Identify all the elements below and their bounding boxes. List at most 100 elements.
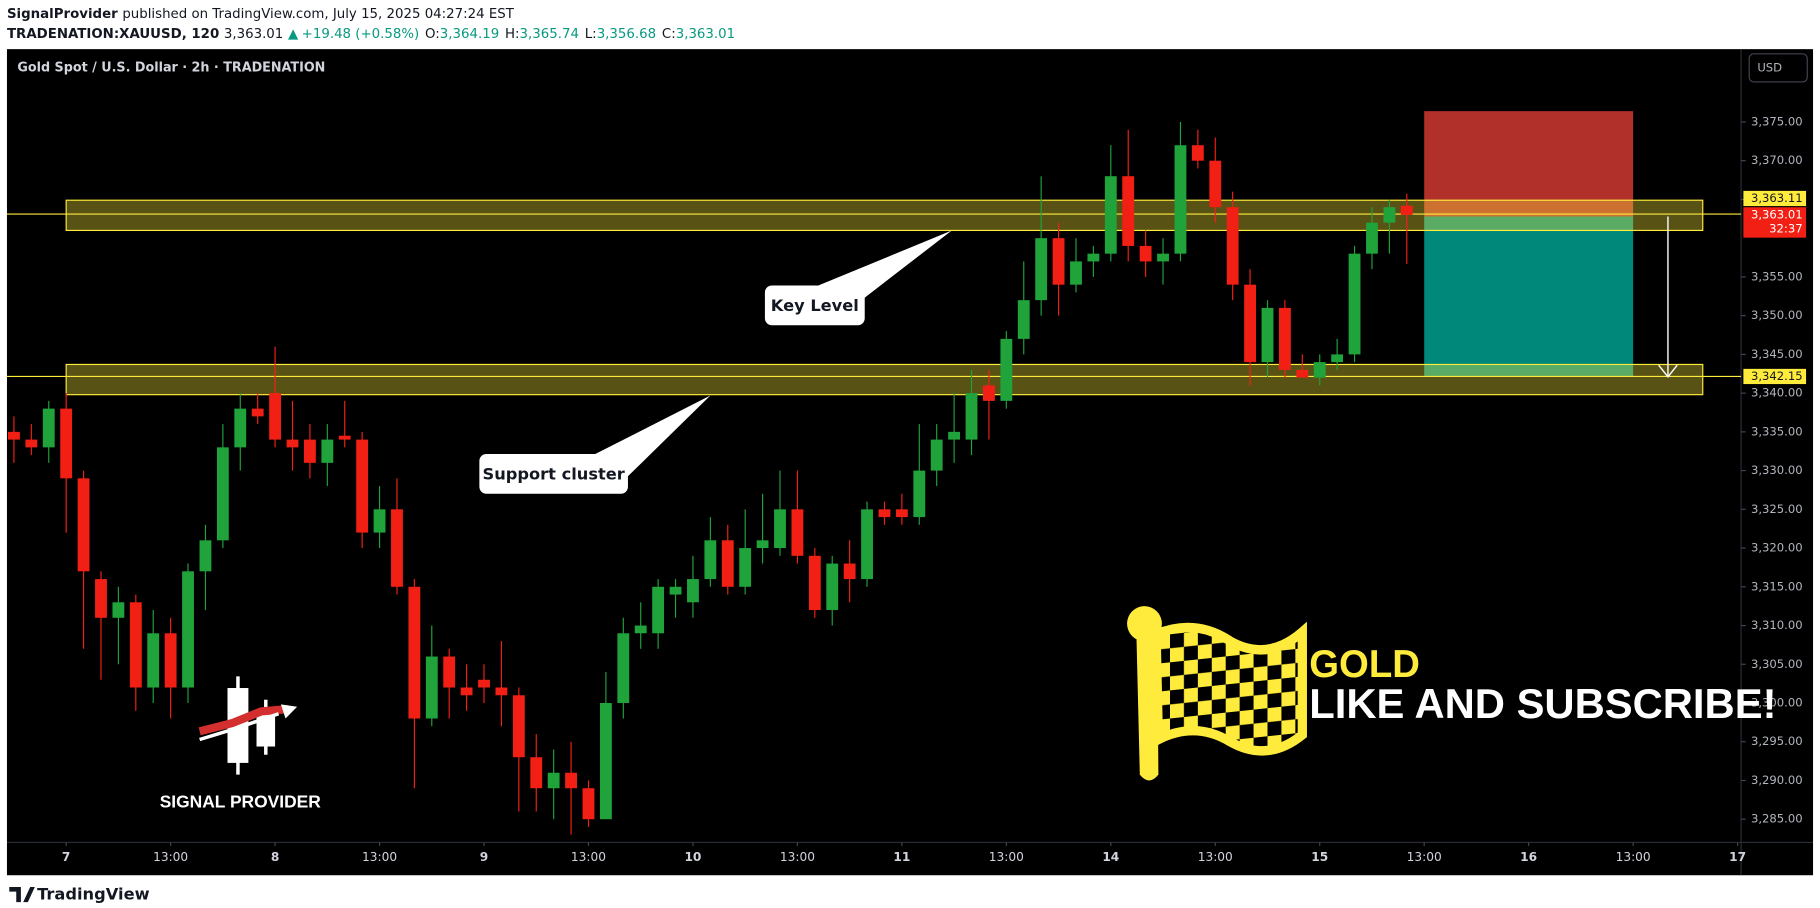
candle-body: [1226, 207, 1239, 285]
ohlc-label: O:: [425, 27, 440, 42]
x-tick-label: 16: [1520, 850, 1537, 864]
arrow-head: [1658, 364, 1678, 378]
x-tick-label: 13:00: [571, 850, 606, 864]
candle-body: [1070, 261, 1082, 285]
published: published on TradingView.com, July 15, 2…: [122, 7, 514, 22]
zone: [65, 199, 1704, 232]
y-tick-label: 3,285.00: [1751, 812, 1803, 826]
candle-body: [948, 431, 961, 440]
y-tick-label: 3,320.00: [1751, 541, 1803, 555]
candle-body: [983, 385, 995, 401]
ohlc-label: H:: [505, 27, 520, 42]
symbol: TRADENATION:XAUUSD, 120: [7, 27, 219, 42]
candle-body: [1191, 145, 1204, 161]
price-label-box: [1743, 190, 1807, 207]
callout: [479, 454, 628, 494]
cta: LIKE AND SUBSCRIBE!: [1309, 680, 1776, 727]
candle-body: [251, 408, 264, 417]
candle-body: [338, 435, 351, 440]
y-tick-label: 3,305.00: [1751, 657, 1803, 671]
ohlc-label: C:: [662, 27, 676, 42]
candle-body: [95, 579, 107, 618]
candle-body: [408, 586, 421, 719]
candle-body: [1035, 238, 1048, 301]
x-tick-label: 13:00: [1407, 850, 1442, 864]
candle-body: [565, 772, 577, 789]
candle-body: [1331, 354, 1344, 363]
author: SignalProvider: [7, 7, 118, 22]
candle-body: [1017, 300, 1030, 339]
zone: [65, 363, 1704, 396]
candle-body: [286, 439, 299, 448]
candle-body: [60, 408, 73, 479]
ohlc-value: 3,364.19: [440, 27, 499, 42]
plot: 3,285.00 3,290.00 3,295.00 3,300.00 3,305.00…: [6, 111, 1807, 864]
price-label: 3,342.15: [1751, 369, 1803, 383]
currency[interactable]: USD: [1757, 60, 1782, 74]
candle-body: [965, 393, 978, 440]
candle-body: [652, 586, 665, 634]
x-tick-label: 15: [1311, 850, 1328, 864]
x-tick-label: 10: [684, 850, 701, 864]
candle-body: [599, 703, 612, 820]
x-tick-label: 14: [1102, 850, 1119, 864]
y-tick-label: 3,330.00: [1751, 463, 1803, 477]
y-tick-label: 3,310.00: [1751, 618, 1803, 632]
candle-body: [373, 509, 386, 533]
candle-body: [930, 439, 943, 471]
candle-body: [687, 579, 699, 603]
x-tick-label: 13:00: [1616, 850, 1651, 864]
last-price: 3,363.01: [224, 27, 283, 42]
candle-body: [321, 439, 334, 463]
candle-body: [356, 439, 369, 533]
candle-body: [1296, 369, 1309, 378]
candle-body: [1278, 307, 1291, 370]
price-label-box: [1743, 207, 1807, 238]
candle-body: [1174, 145, 1187, 254]
candle-body: [478, 679, 490, 688]
y-tick-label: 3,355.00: [1751, 269, 1803, 283]
candle-body: [42, 408, 55, 448]
signal-provider-logo: SIGNAL PROVIDER: [160, 676, 322, 811]
x-tick-label: 9: [480, 850, 488, 864]
candle-body: [112, 602, 125, 618]
annotation: Key Level: [771, 296, 859, 315]
x-tick-label: 13:00: [989, 850, 1024, 864]
footer-logo: TradingView: [9, 885, 150, 904]
x-tick-label: 8: [271, 850, 279, 864]
y-tick-label: 3,325.00: [1751, 502, 1803, 516]
symbol-line: TRADENATION:XAUUSD, 120 3,363.01 ▲ +19.48 (…: [7, 27, 735, 42]
y-tick-label: 3,295.00: [1751, 734, 1803, 748]
candle-body: [1400, 205, 1413, 215]
brand: TradingView: [37, 885, 149, 904]
x-tick-label: 13:00: [362, 850, 397, 864]
y-tick-label: 3,345.00: [1751, 347, 1803, 361]
candle-body: [495, 687, 508, 696]
x-tick-label: 7: [62, 850, 70, 864]
flag-logo: GOLD LIKE AND SUBSCRIBE!: [1127, 606, 1776, 781]
candle-body: [791, 509, 804, 556]
candle-body: [391, 509, 403, 587]
candle-body: [303, 439, 316, 463]
candle-body: [1313, 362, 1326, 378]
candle-body: [530, 757, 543, 789]
candle-body: [129, 602, 142, 688]
currency-button[interactable]: [1748, 53, 1808, 83]
candle-body: [77, 478, 90, 572]
candle-body: [669, 586, 682, 595]
y-tick-label: 3,290.00: [1751, 773, 1803, 787]
candle-body: [1244, 284, 1257, 363]
logo-text: SIGNAL PROVIDER: [160, 791, 322, 811]
ohlc-value: 3,363.01: [676, 27, 735, 42]
candle-body: [1139, 245, 1152, 262]
candle-body: [704, 540, 717, 580]
y-tick-label: 3,370.00: [1751, 153, 1803, 167]
x-tick-label: 11: [893, 850, 910, 864]
candle-body: [1366, 222, 1378, 254]
candle-body: [216, 447, 229, 541]
candle-body: [1122, 176, 1135, 246]
target-zone: [1424, 216, 1634, 377]
candle-body: [878, 509, 891, 518]
candle-body: [721, 540, 734, 587]
